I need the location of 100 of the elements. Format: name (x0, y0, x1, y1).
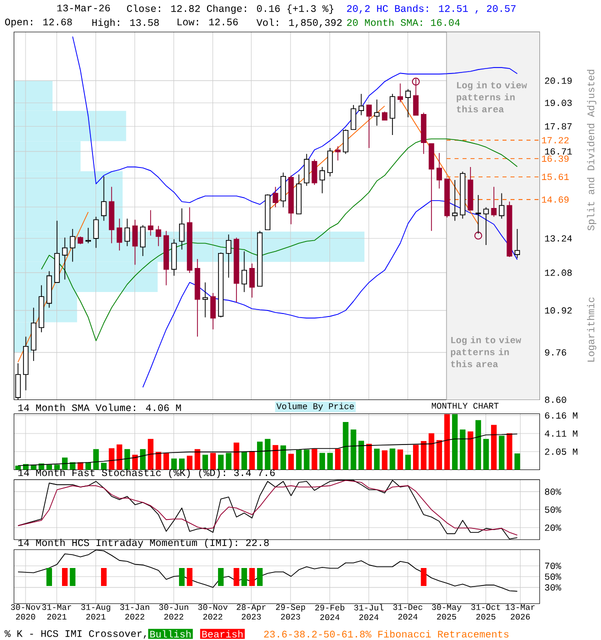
y-tick-label: 16.71 (545, 148, 572, 155)
candlestick (413, 78, 419, 116)
bar (124, 449, 130, 470)
bar (506, 433, 512, 470)
candlestick (405, 88, 411, 118)
bar (382, 450, 388, 470)
candlestick (483, 206, 489, 246)
candlestick (327, 148, 333, 177)
x-tick-label: 30-Nov 2020 (11, 604, 41, 620)
bar (366, 444, 372, 470)
text: 13-Mar-26 (57, 4, 110, 12)
y-axis-title: Split and Dividend Adjusted (587, 70, 596, 230)
bar (320, 452, 326, 470)
ref-line-label: 16.39 (542, 155, 569, 162)
bar (296, 450, 302, 470)
bar (132, 454, 138, 470)
candlestick (335, 146, 341, 161)
text: 23.6-38.2-50-61.8% Fibonacci Retracements (264, 630, 509, 638)
candlestick (242, 250, 248, 292)
x-tick-label: 31-Oct 2025 (471, 604, 500, 620)
y-tick-label: 19.03 (545, 100, 572, 106)
bar (46, 464, 52, 470)
bar (398, 449, 404, 470)
y-tick-label: 20.19 (545, 78, 572, 84)
bar (93, 449, 99, 470)
candlestick (374, 99, 380, 126)
chart-title: 14 Month HCS Intraday Momentum (IMI): 22.8 (18, 538, 269, 548)
bar (218, 454, 224, 470)
candlestick (140, 224, 146, 256)
candlestick (358, 94, 364, 116)
x-tick-label: 30-Nov 2022 (198, 604, 228, 620)
bar (428, 433, 434, 470)
candlestick (491, 186, 497, 218)
candlestick (156, 226, 162, 247)
bar (350, 429, 356, 470)
bar (179, 458, 185, 470)
text: Logarithmic (587, 298, 596, 362)
candlestick (436, 152, 442, 189)
bar (420, 441, 427, 470)
bar (171, 458, 177, 470)
bar (148, 438, 154, 470)
x-tick-label: 30-May 2025 (432, 604, 462, 620)
bar (390, 448, 396, 470)
text: High: 13.58 (92, 18, 159, 28)
x-tick-label: 30-Jun 2022 (159, 604, 188, 620)
candlestick (62, 237, 68, 280)
y-tick-label: 8.60 (545, 396, 566, 403)
text: 20 Month SMA: 16.04 (347, 18, 460, 26)
bar (312, 448, 318, 470)
y-tick-label: 2.05 M (545, 448, 578, 455)
bar (460, 429, 466, 470)
bar (413, 444, 419, 470)
y-tick-label: 6.16 M (545, 412, 578, 419)
x-tick-label: 31-Jan 2022 (120, 604, 150, 620)
bar (405, 454, 412, 470)
candlestick (86, 227, 92, 244)
candlestick (390, 94, 396, 136)
bar (468, 431, 474, 470)
bar (272, 445, 278, 470)
bar (327, 452, 333, 470)
candlestick (249, 263, 255, 298)
bar (15, 466, 21, 470)
bar (264, 438, 271, 470)
bar (491, 424, 497, 470)
bar (186, 456, 193, 470)
bar (288, 454, 294, 470)
bar (202, 454, 208, 470)
x-tick-label: 31-Aug 2021 (81, 604, 110, 620)
bar (452, 414, 458, 470)
text: Volume By Price (276, 402, 354, 411)
y-tick-label: 10.92 (545, 307, 572, 314)
y-tick-label: 20% (545, 524, 562, 531)
text: 20,2 HC Bands: 12.51 , 20.57 (347, 4, 516, 14)
candlestick (320, 166, 326, 194)
bar (374, 448, 380, 470)
candlestick (124, 218, 130, 247)
text: Bearish (202, 630, 243, 638)
bar (335, 448, 341, 470)
y-tick-label: 9.76 (545, 349, 566, 356)
bar (483, 438, 490, 470)
annotation: Log in to view patterns in this area (451, 336, 522, 368)
x-tick-label: 29-Feb 2024 (315, 604, 344, 620)
bar (498, 436, 505, 470)
candlestick (514, 228, 520, 259)
bar (358, 440, 364, 470)
text: Open: 12.68 (5, 18, 72, 28)
candlestick (312, 158, 318, 186)
bar (476, 420, 482, 470)
bar (226, 452, 232, 470)
y-tick-label: 50% (545, 573, 562, 580)
y-tick-label: 30% (545, 584, 562, 591)
chart-title: 14 Month Fast Stochastic (%K) (%D): 3.4 7.6 (18, 468, 275, 478)
x-tick-label: 31-Mar 2021 (42, 604, 72, 620)
bar (249, 451, 255, 470)
text: MONTHLY CHART (432, 402, 499, 409)
bar (108, 448, 115, 470)
legend-title: % K - HCS IMI Crossover, (4, 630, 146, 639)
candlestick (398, 83, 404, 103)
candlestick (101, 176, 107, 222)
y-tick-label: 4.11 M (544, 430, 578, 437)
